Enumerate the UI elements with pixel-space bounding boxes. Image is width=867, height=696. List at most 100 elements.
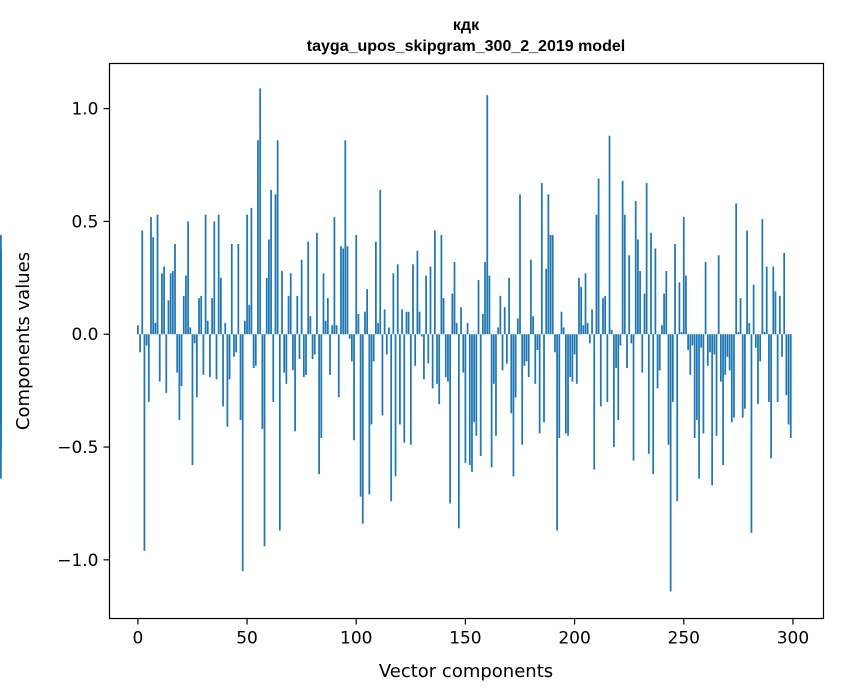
bar [265,277,268,335]
y-axis-label: Components values [13,252,34,430]
bar [510,334,513,414]
bar [418,311,421,335]
bar [357,313,360,335]
bar [737,331,740,335]
bar [440,234,443,335]
bar [599,334,602,407]
bar [488,275,491,335]
bar [274,194,277,335]
bar [372,334,375,362]
bar [143,334,146,551]
bar [165,334,168,393]
bar [569,334,572,378]
bar [237,243,240,335]
bar [765,266,768,335]
bar [185,275,187,335]
bar [730,334,733,423]
bar [137,325,139,335]
bar [431,334,434,389]
bar [226,334,229,427]
bar [715,334,718,436]
bar [503,307,506,335]
bar [757,334,759,405]
bar [268,239,270,335]
bar [302,334,305,378]
bar [139,334,141,353]
bar [776,334,779,402]
bar [506,334,508,364]
bar [663,293,665,335]
bar [571,334,574,382]
bar [477,280,480,335]
bar [763,331,766,335]
bar [787,334,790,425]
bar [154,322,157,335]
bar [346,246,349,335]
bar [285,334,288,384]
y-tick-label: 0.5 [71,212,98,232]
bar [340,246,342,335]
bar [259,88,262,335]
bar [457,334,460,529]
bar [230,243,233,335]
bar [540,183,543,335]
bar [484,262,486,335]
bar [482,313,484,335]
bar [613,334,615,448]
bar [772,266,775,335]
bar [628,255,631,335]
bar [405,311,408,335]
bar [206,320,209,335]
bar [770,334,772,459]
bar [294,334,296,432]
bar [141,230,144,335]
bar [643,293,646,335]
bar [462,334,465,373]
bar [182,295,185,335]
bar [739,298,742,335]
bar [623,214,626,335]
bar [473,334,476,423]
bar [523,334,526,366]
bar [713,334,716,355]
bar [754,334,757,348]
bar [567,334,569,436]
bar [475,334,478,436]
bar [200,295,203,335]
bar [0,250,2,335]
x-tick-label: 50 [236,629,258,649]
bar [698,334,700,479]
bar [283,334,286,373]
bar [270,189,272,335]
bar [711,334,714,486]
bar [744,334,746,409]
bar [608,135,611,335]
bar [706,334,709,366]
bar [564,334,567,434]
bar [637,239,639,335]
bar [379,189,382,335]
bar [180,334,183,387]
bar [252,334,255,369]
bar [560,311,563,335]
bar [377,322,379,335]
bar [390,334,393,502]
bar [584,273,587,335]
bar [233,334,235,357]
bar [193,334,196,344]
bar [257,140,259,335]
bar [508,277,510,335]
bar [562,327,565,335]
bar [348,334,351,339]
bar [479,334,482,457]
bar [606,334,609,402]
bar [235,334,238,353]
y-tick-label: 0.0 [71,325,98,345]
bar [746,230,748,335]
bar [471,334,473,472]
bar [222,334,224,407]
x-tick-label: 300 [777,629,809,649]
bar [789,334,792,439]
bar [305,334,307,375]
bar [652,334,655,475]
